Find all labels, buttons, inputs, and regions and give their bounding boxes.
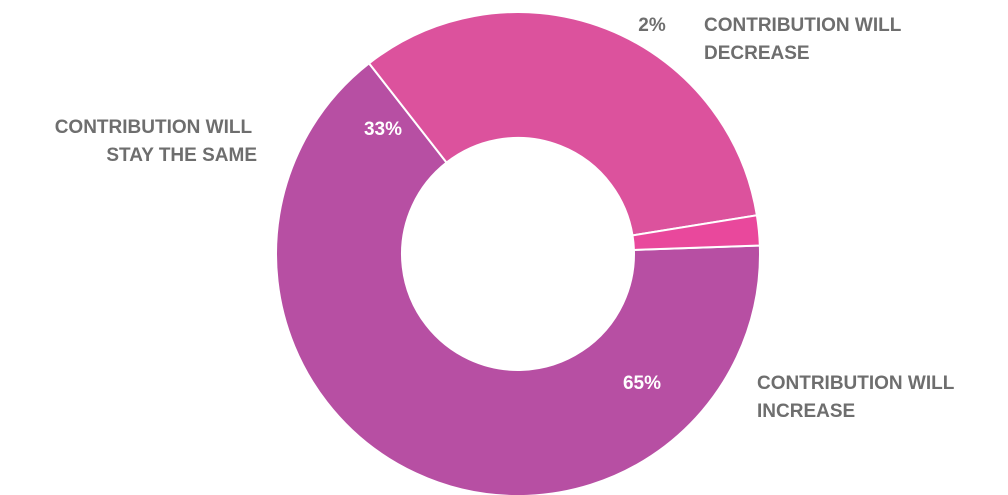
value-label-increase: 65% bbox=[623, 373, 661, 394]
category-label-same-line-1: CONTRIBUTION WILL bbox=[55, 117, 253, 138]
category-label-increase: CONTRIBUTION WILL INCREASE bbox=[757, 373, 959, 422]
value-label-decrease: 2% bbox=[638, 15, 666, 36]
category-label-increase-line-1: CONTRIBUTION WILL bbox=[757, 373, 955, 394]
value-label-same: 33% bbox=[364, 119, 402, 140]
category-label-decrease-line-1: CONTRIBUTION WILL bbox=[704, 15, 902, 36]
donut-slice-same bbox=[367, 11, 759, 237]
donut-slice-increase bbox=[275, 61, 761, 495]
category-label-decrease-line-2: DECREASE bbox=[704, 43, 810, 64]
category-label-decrease: CONTRIBUTION WILL DECREASE bbox=[704, 15, 906, 64]
category-label-same-line-2: STAY THE SAME bbox=[106, 145, 257, 166]
donut-slice-decrease bbox=[631, 214, 761, 251]
donut-slices bbox=[275, 11, 761, 495]
category-label-same: CONTRIBUTION WILL STAY THE SAME bbox=[55, 117, 257, 166]
category-label-increase-line-2: INCREASE bbox=[757, 401, 855, 422]
